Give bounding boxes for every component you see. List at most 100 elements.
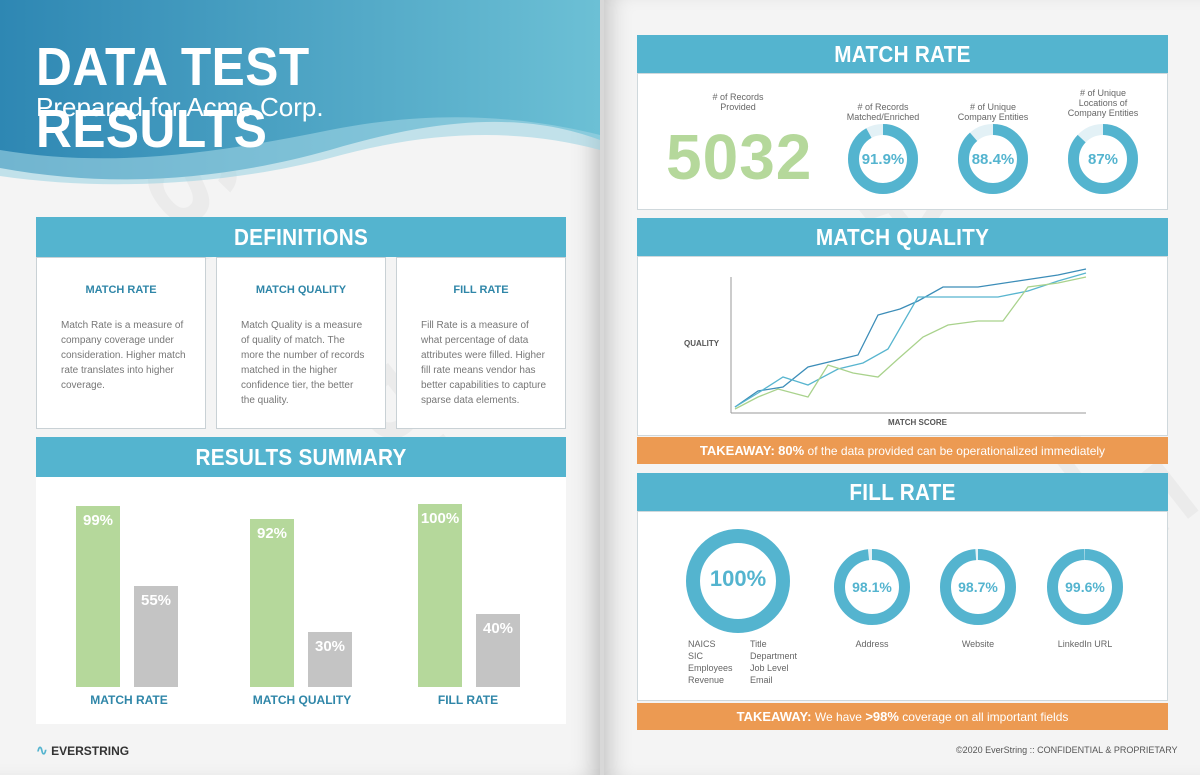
donut-website [940, 549, 1016, 625]
match-rate-banner: MATCH RATE [637, 35, 1168, 73]
donut-label-line: # of Unique [1079, 88, 1127, 98]
donut-value: 98.1% [852, 579, 892, 595]
bar-match-rate-grey [134, 586, 178, 687]
donut-linkedin-url [1047, 549, 1123, 625]
match-quality-heading: MATCH QUALITY [815, 224, 990, 250]
bar-fill-rate-grey [476, 613, 520, 687]
match-quality-panel: QUALITY MATCH SCORE [637, 256, 1168, 436]
copyright: ©2020 EverString :: CONFIDENTIAL & PROPR… [956, 745, 1178, 755]
definitions-heading: DEFINITIONS [233, 224, 369, 250]
donut-fill [848, 124, 918, 194]
donut-label: # of Unique Company Entities [948, 92, 1038, 122]
donut-label: Address [855, 639, 889, 649]
field-item: Email [750, 675, 773, 685]
bar-label: 40% [482, 619, 514, 637]
takeaway-text: coverage on all important fields [902, 710, 1069, 724]
records-label-line: # of Records [712, 92, 764, 102]
donut-label: LinkedIn URL [1057, 639, 1113, 649]
bar-match-rate-green [76, 505, 120, 687]
quality-axis-label: QUALITY [684, 339, 720, 348]
fill-rate-banner: FILL RATE [637, 473, 1168, 511]
donut-label-line: # of Records [857, 102, 909, 112]
header-wave [0, 0, 600, 185]
definitions-banner: DEFINITIONS [36, 217, 566, 257]
fill-rate-takeaway: TAKEAWAY: We have >98% coverage on all i… [637, 703, 1168, 730]
field-item: Title [750, 639, 767, 649]
donut-unique-entities [958, 124, 1028, 194]
results-summary-chart: 99% 55% MATCH RATE 92% 30% MATCH QUALITY… [36, 477, 566, 724]
match-rate-panel: # of Records Provided 5032 # of Records … [637, 73, 1168, 210]
header-banner: DATA TEST RESULTS Prepared for Acme Corp… [0, 0, 600, 200]
donut-value: 87% [1087, 151, 1119, 168]
fields-column-1: NAICS SIC Employees Revenue [688, 638, 733, 686]
donut-label-line: Locations of [1078, 98, 1128, 108]
definition-title: MATCH QUALITY [255, 284, 347, 296]
donut-fill [958, 124, 1028, 194]
bar-label: 100% [420, 510, 460, 527]
field-item: SIC [688, 651, 704, 661]
donut-label-line: Matched/Enriched [846, 112, 920, 122]
donut-value: 100% [709, 566, 767, 591]
everstring-logo: ∿ EVERSTRING [36, 742, 129, 759]
definitions-panel: MATCH RATE Match Rate is a measure of co… [36, 257, 566, 429]
bar-label: 92% [256, 524, 288, 542]
category-label: MATCH QUALITY [252, 693, 352, 707]
donut-fill [1068, 124, 1138, 194]
logo-icon: ∿ [36, 742, 48, 758]
takeaway-highlight: 80% [778, 443, 805, 458]
page-title: DATA TEST RESULTS [36, 37, 310, 159]
donut-value: 88.4% [971, 151, 1015, 168]
series-line-light-blue [734, 272, 1087, 408]
field-item: Job Level [750, 663, 789, 673]
records-label-line: Provided [720, 102, 756, 112]
donut-fill [686, 529, 790, 633]
donut-label: # of Unique Locations of Company Entitie… [1058, 88, 1148, 118]
takeaway-text: of the data provided can be operationali… [807, 444, 1106, 458]
bar-fill-rate-green [418, 504, 462, 687]
match-rate-heading: MATCH RATE [834, 41, 971, 67]
field-item: Revenue [688, 675, 725, 685]
left-page: SAMPLE DATA TEST RESULTS Prepared for Ac… [0, 0, 600, 775]
bar-match-quality-green [250, 518, 294, 687]
donut-label: Website [961, 639, 995, 649]
field-item: NAICS [688, 639, 716, 649]
donut-value: 98.7% [958, 579, 998, 595]
donut-fill [834, 549, 910, 625]
fields-column-2: Title Department Job Level Email [750, 638, 797, 686]
results-summary-banner: RESULTS SUMMARY [36, 437, 566, 477]
definition-text: Fill Rate is a measure of what percentag… [421, 320, 547, 406]
takeaway-prefix: TAKEAWAY: [736, 709, 812, 724]
match-quality-takeaway: TAKEAWAY: 80% of the data provided can b… [637, 437, 1168, 464]
donut-label-line: Company Entities [1067, 108, 1139, 118]
bar-label: 30% [314, 638, 346, 656]
donut-unique-locations [1068, 124, 1138, 194]
definition-card-fill-rate: FILL RATE Fill Rate is a measure of what… [396, 257, 566, 429]
series-line-dark-blue [734, 268, 1087, 408]
definition-text: Match Quality is a measure of quality of… [241, 320, 365, 406]
donut-matched [848, 124, 918, 194]
series-line-green [734, 276, 1087, 410]
donut-value: 91.9% [861, 151, 905, 168]
donut-fill [940, 549, 1016, 625]
right-page: SAMPLE MATCH RATE # of Records Provided … [604, 0, 1200, 775]
bar-label: 55% [140, 592, 172, 610]
donut-address [834, 549, 910, 625]
definition-text: Match Rate is a measure of company cover… [61, 320, 186, 391]
field-item: Employees [688, 663, 733, 673]
match-score-axis-label: MATCH SCORE [888, 418, 947, 427]
records-value: 5032 [666, 121, 813, 193]
definition-card-match-quality: MATCH QUALITY Match Quality is a measure… [216, 257, 386, 429]
bar-match-quality-grey [308, 632, 352, 687]
field-item: Department [750, 651, 798, 661]
bar-label: 99% [82, 511, 114, 529]
results-summary-heading: RESULTS SUMMARY [195, 444, 407, 470]
quality-line-chart [730, 268, 1087, 414]
fill-rate-panel: 100% NAICS SIC Employees Revenue Title D… [637, 511, 1168, 701]
donut-label-line: # of Unique [969, 102, 1017, 112]
takeaway-prefix: TAKEAWAY: [699, 443, 775, 458]
page-subtitle: Prepared for Acme Corp. [36, 92, 324, 122]
takeaway-text: We have [814, 710, 862, 724]
donut-label-line: Company Entities [957, 112, 1029, 122]
category-label: FILL RATE [437, 693, 499, 707]
definition-card-match-rate: MATCH RATE Match Rate is a measure of co… [36, 257, 206, 429]
